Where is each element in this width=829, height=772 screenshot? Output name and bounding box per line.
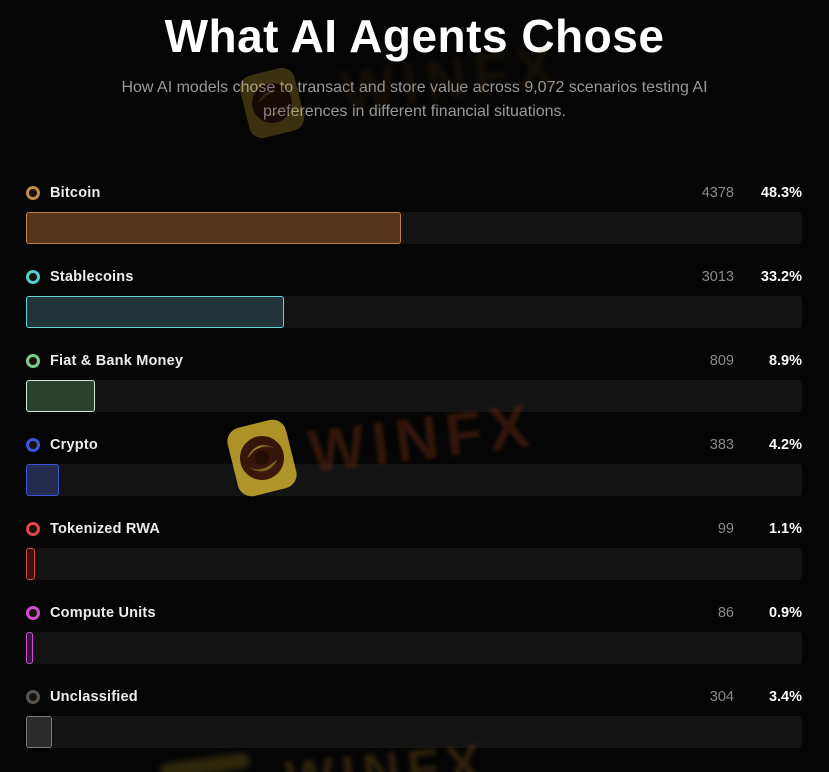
category-count: 4378	[701, 185, 734, 201]
category-label: Fiat & Bank Money	[50, 353, 184, 369]
category-label: Compute Units	[50, 605, 156, 621]
category-percent: 48.3%	[760, 185, 802, 201]
row-header: Fiat & Bank Money 809 8.9%	[26, 352, 802, 370]
category-label: Unclassified	[50, 689, 138, 705]
category-percent: 0.9%	[768, 605, 802, 621]
bar-fill	[26, 632, 33, 664]
bar-fill	[26, 212, 401, 244]
bar-fill	[26, 548, 35, 580]
row-header: Compute Units 86 0.9%	[26, 604, 802, 622]
row-header: Crypto 383 4.2%	[26, 436, 802, 454]
bar-track	[26, 380, 802, 412]
category-dot-icon	[26, 354, 40, 368]
row-header: Tokenized RWA 99 1.1%	[26, 520, 802, 538]
chart-row: Unclassified 304 3.4%	[26, 688, 802, 772]
category-count: 383	[709, 437, 734, 453]
chart-row: Fiat & Bank Money 809 8.9%	[26, 352, 802, 436]
row-header: Stablecoins 3013 33.2%	[26, 268, 802, 286]
category-dot-icon	[26, 270, 40, 284]
category-label: Bitcoin	[50, 185, 101, 201]
category-count: 99	[717, 521, 734, 537]
row-header: Unclassified 304 3.4%	[26, 688, 802, 706]
bar-fill	[26, 296, 284, 328]
chart-row: Crypto 383 4.2%	[26, 436, 802, 520]
category-percent: 3.4%	[768, 689, 802, 705]
category-percent: 8.9%	[768, 353, 802, 369]
chart-row: Stablecoins 3013 33.2%	[26, 268, 802, 352]
category-count: 304	[709, 689, 734, 705]
bar-track	[26, 632, 802, 664]
bar-track	[26, 212, 802, 244]
bar-track	[26, 548, 802, 580]
category-count: 86	[717, 605, 734, 621]
category-dot-icon	[26, 186, 40, 200]
bar-track	[26, 716, 802, 748]
bar-fill	[26, 464, 59, 496]
page-title: What AI Agents Chose	[164, 10, 665, 62]
row-header: Bitcoin 4378 48.3%	[26, 184, 802, 202]
category-percent: 4.2%	[768, 437, 802, 453]
page-subtitle: How AI models chose to transact and stor…	[121, 79, 708, 120]
category-dot-icon	[26, 438, 40, 452]
bar-track	[26, 464, 802, 496]
category-label: Crypto	[50, 437, 98, 453]
category-count: 3013	[701, 269, 734, 285]
bar-track	[26, 296, 802, 328]
category-dot-icon	[26, 690, 40, 704]
chart-row: Compute Units 86 0.9%	[26, 604, 802, 688]
chart-row: Tokenized RWA 99 1.1%	[26, 520, 802, 604]
category-percent: 1.1%	[768, 521, 802, 537]
bar-chart: Bitcoin 4378 48.3% Stablecoins 3013 33.2…	[26, 184, 802, 772]
category-percent: 33.2%	[760, 269, 802, 285]
category-dot-icon	[26, 606, 40, 620]
category-dot-icon	[26, 522, 40, 536]
category-label: Tokenized RWA	[50, 521, 161, 537]
bar-fill	[26, 380, 96, 412]
bar-fill	[26, 716, 53, 748]
category-count: 809	[709, 353, 734, 369]
category-label: Stablecoins	[50, 269, 134, 285]
chart-row: Bitcoin 4378 48.3%	[26, 184, 802, 268]
